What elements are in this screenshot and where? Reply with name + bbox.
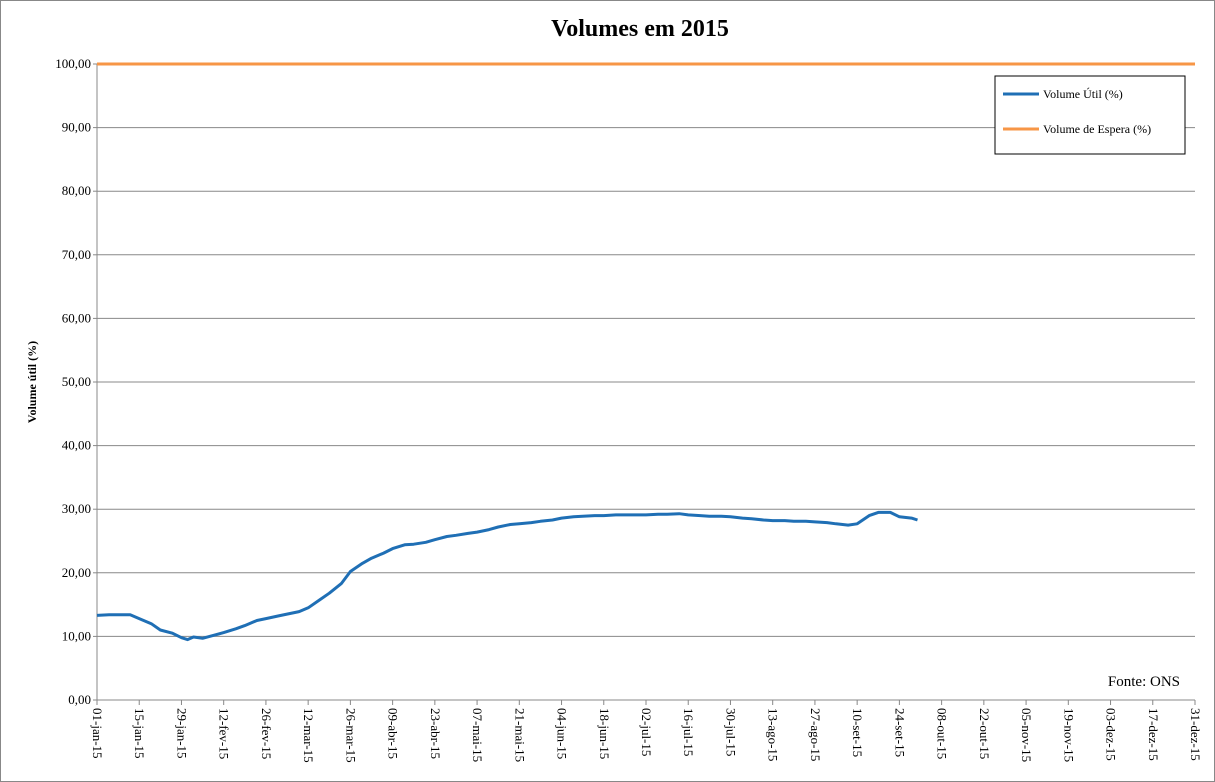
x-tick-label: 15-jan-15 (132, 708, 147, 759)
x-tick-label: 04-jun-15 (555, 708, 570, 759)
x-tick-label: 03-dez-15 (1104, 708, 1119, 761)
x-tick-label: 26-mar-15 (343, 708, 358, 763)
legend-label: Volume Útil (%) (1043, 87, 1123, 101)
x-tick-label: 01-jan-15 (90, 708, 105, 759)
x-tick-label: 18-jun-15 (597, 708, 612, 759)
data-line (96, 510, 918, 642)
chart-title: Volumes em 2015 (551, 16, 729, 42)
x-tick-label: 31-dez-15 (1188, 708, 1203, 761)
x-tick-label: 12-fev-15 (217, 708, 232, 759)
y-tick-label: 20,00 (62, 565, 91, 580)
x-tick-label: 16-jul-15 (681, 708, 696, 756)
x-tick-label: 30-jul-15 (723, 708, 738, 756)
legend-label: Volume de Espera (%) (1043, 122, 1151, 136)
x-tick-label: 19-nov-15 (1061, 708, 1076, 762)
y-tick-label: 50,00 (62, 374, 91, 389)
x-tick-label: 21-mai-15 (512, 708, 527, 762)
x-tick-label: 07-mai-15 (470, 708, 485, 762)
y-tick-label: 40,00 (62, 438, 91, 453)
y-tick-label: 100,00 (55, 56, 91, 71)
y-tick-label: 90,00 (62, 120, 91, 135)
x-tick-label: 10-set-15 (850, 708, 865, 757)
x-tick-label: 17-dez-15 (1146, 708, 1161, 761)
x-tick-label: 08-out-15 (935, 708, 950, 759)
x-tick-label: 09-abr-15 (386, 708, 401, 759)
y-axis-label: Volume útil (%) (25, 341, 39, 423)
y-tick-label: 80,00 (62, 183, 91, 198)
x-tick-label: 13-ago-15 (766, 708, 781, 761)
y-tick-label: 10,00 (62, 628, 91, 643)
x-tick-label: 29-jan-15 (174, 708, 189, 759)
x-tick-label: 23-abr-15 (428, 708, 443, 759)
x-tick-label: 22-out-15 (977, 708, 992, 759)
annotation: Fonte: ONS (1108, 674, 1180, 690)
x-tick-label: 24-set-15 (892, 708, 907, 757)
x-tick-label: 27-ago-15 (808, 708, 823, 761)
y-tick-label: 60,00 (62, 310, 91, 325)
y-tick-label: 70,00 (62, 247, 91, 262)
x-tick-label: 26-fev-15 (259, 708, 274, 759)
y-tick-label: 30,00 (62, 501, 91, 516)
y-tick-label: 0,00 (68, 692, 91, 707)
legend-box (994, 75, 1186, 155)
x-tick-label: 12-mar-15 (301, 708, 316, 763)
x-tick-label: 02-jul-15 (639, 708, 654, 756)
x-tick-label: 05-nov-15 (1019, 708, 1034, 762)
